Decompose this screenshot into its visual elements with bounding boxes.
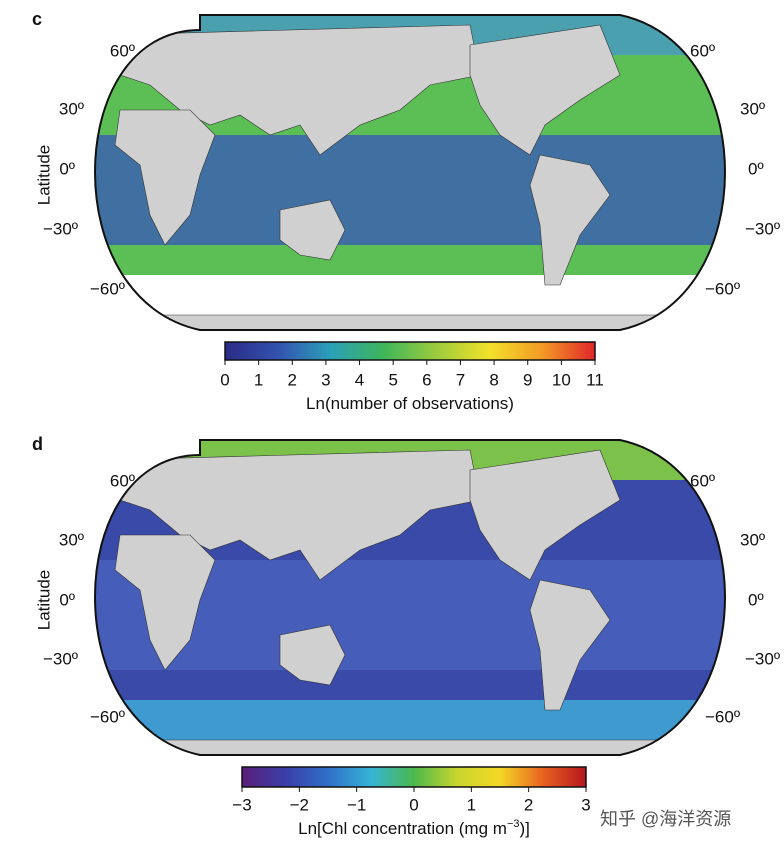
- colorbar-tick-label: −3: [232, 795, 251, 814]
- land: [279, 199, 346, 261]
- colorbar-tick-label: 4: [355, 370, 364, 389]
- colorbar-tick-label: 11: [586, 370, 604, 389]
- land: [114, 109, 216, 246]
- lat-label: 60º: [110, 41, 135, 60]
- colorbar-tick-label: 2: [524, 795, 533, 814]
- land: [109, 24, 481, 156]
- colorbar-label-part: −3: [507, 818, 520, 830]
- lat-label: −60º: [705, 707, 740, 726]
- lat-label: 30º: [59, 99, 84, 118]
- lat-label: 0º: [748, 590, 764, 609]
- lat-label: −60º: [90, 707, 125, 726]
- colorbar-tick-label: 10: [552, 370, 571, 389]
- colorbar-tick-label: −1: [347, 795, 366, 814]
- colorbar-tick-label: 0: [220, 370, 229, 389]
- lat-label: 0º: [748, 159, 764, 178]
- lat-label: 0º: [59, 590, 75, 609]
- colorbar-tick-label: 2: [288, 370, 297, 389]
- lat-label: −60º: [90, 279, 125, 298]
- lat-label: −60º: [705, 279, 740, 298]
- land: [529, 154, 611, 286]
- colorbar: [241, 766, 587, 788]
- colorbar-tick-label: 8: [489, 370, 498, 389]
- colorbar-tick-label: 1: [254, 370, 263, 389]
- lat-label: 60º: [690, 41, 715, 60]
- lat-label: 60º: [690, 471, 715, 490]
- lat-label: 30º: [59, 530, 84, 549]
- colorbar-tick-label: 3: [581, 795, 590, 814]
- lat-label: 30º: [740, 530, 765, 549]
- map-outline: [93, 439, 727, 756]
- colorbar-tick-label: 6: [422, 370, 431, 389]
- land: [469, 449, 621, 581]
- map: [95, 15, 725, 330]
- panel-label: c: [32, 9, 42, 29]
- colorbar: [224, 341, 596, 361]
- land: [114, 534, 216, 671]
- land: [95, 314, 725, 330]
- y-axis-label: Latitude: [34, 145, 53, 206]
- land: [95, 739, 725, 755]
- colorbar-tick-label: 5: [388, 370, 397, 389]
- watermark: 知乎 @海洋资源: [600, 809, 731, 829]
- colorbar-tick-label: 7: [456, 370, 465, 389]
- y-axis-label: Latitude: [34, 570, 53, 631]
- lat-label: 60º: [110, 471, 135, 490]
- land: [279, 624, 346, 686]
- land: [529, 579, 611, 711]
- map-outline: [93, 14, 727, 331]
- land: [469, 24, 621, 156]
- land: [109, 449, 481, 581]
- colorbar-tick-label: 0: [409, 795, 418, 814]
- colorbar-tick-label: 1: [467, 795, 476, 814]
- colorbar-label: Ln[Chl concentration (mg m−3)]: [298, 818, 530, 839]
- lat-label: −30º: [43, 649, 78, 668]
- lat-label: 30º: [740, 99, 765, 118]
- lat-label: −30º: [745, 219, 780, 238]
- lat-label: 0º: [59, 159, 75, 178]
- colorbar-tick-label: 9: [523, 370, 532, 389]
- colorbar-label-part: )]: [519, 819, 529, 838]
- lat-label: −30º: [43, 219, 78, 238]
- panel-label: d: [32, 434, 43, 454]
- colorbar-tick-label: −2: [290, 795, 309, 814]
- colorbar-label-part: Ln(number of observations): [306, 394, 514, 413]
- colorbar-label-part: Ln[Chl concentration (mg m: [298, 819, 507, 838]
- colorbar-label: Ln(number of observations): [306, 394, 514, 413]
- colorbar-tick-label: 3: [321, 370, 330, 389]
- map: [95, 440, 725, 755]
- lat-label: −30º: [745, 649, 780, 668]
